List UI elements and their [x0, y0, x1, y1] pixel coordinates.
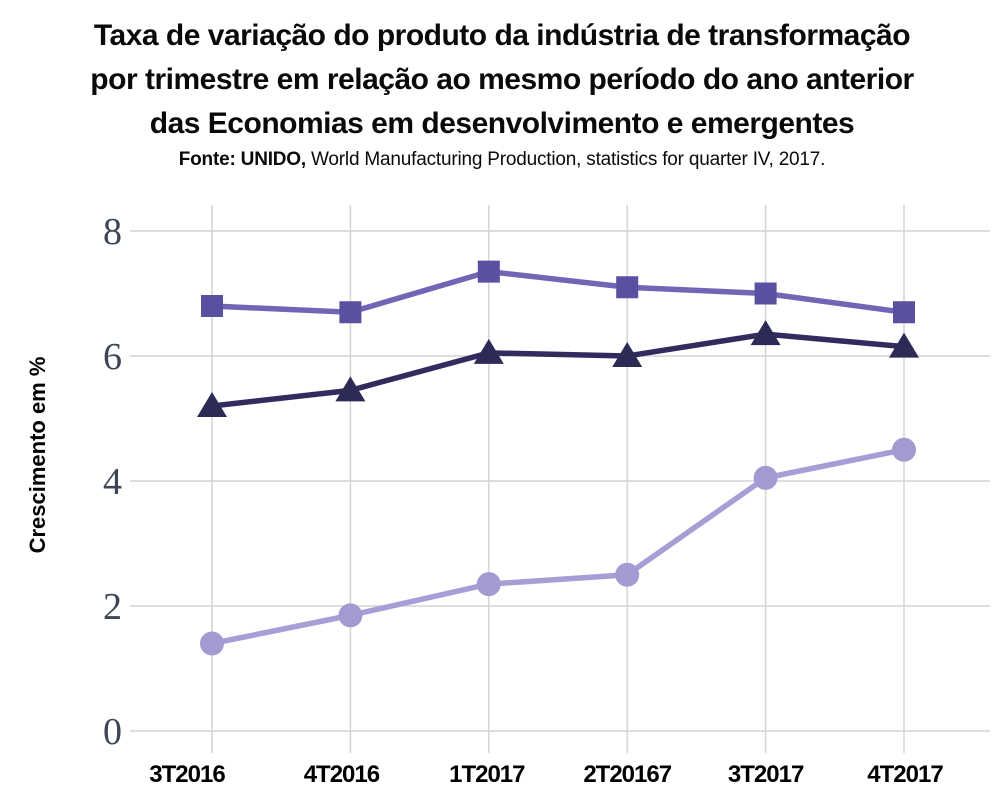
- y-tick-label: 6: [103, 336, 122, 378]
- source-note: Fonte: UNIDO, World Manufacturing Produc…: [0, 149, 1004, 171]
- triangles-series-marker: [335, 376, 366, 402]
- x-tick-label: 3T2017: [728, 761, 804, 788]
- triangles-series-marker: [197, 392, 227, 417]
- x-tick-label: 1T2017: [449, 761, 525, 788]
- x-tick-label: 3T2016: [149, 761, 225, 788]
- y-tick-label: 8: [103, 211, 122, 253]
- circles-series-line: [209, 447, 907, 647]
- triangles-series-marker: [612, 342, 643, 367]
- squares-series-marker: [477, 260, 500, 283]
- circles-series-marker: [476, 572, 501, 597]
- x-tick-label: 2T20167: [583, 761, 671, 788]
- source-label: Fonte: UNIDO,: [178, 149, 306, 170]
- circles-series-marker: [892, 437, 916, 462]
- squares-series-marker: [201, 295, 223, 317]
- squares-series-line: [209, 268, 907, 316]
- source-text: World Manufacturing Production, statisti…: [305, 149, 826, 170]
- squares-series-marker: [339, 301, 362, 324]
- squares-series-marker: [754, 282, 777, 305]
- chart-title-line3: das Economias em desenvolvimento e emerg…: [149, 107, 855, 140]
- x-tick-label: 4T2017: [867, 761, 943, 788]
- circles-series-marker: [615, 562, 640, 587]
- triangles-series-marker: [473, 338, 504, 364]
- chart-title-line1: Taxa de variação do produto da indústria…: [93, 19, 911, 52]
- y-tick-label: 4: [103, 461, 122, 503]
- chart-title-line2: por trimestre em relação ao mesmo períod…: [90, 63, 914, 96]
- triangles-series-marker: [750, 320, 781, 346]
- circles-series-marker: [338, 603, 363, 628]
- triangles-series-line: [209, 331, 907, 409]
- chart-title: Taxa de variação do produto da indústria…: [0, 0, 1004, 146]
- y-tick-label: 2: [103, 586, 122, 628]
- triangles-series-marker: [889, 332, 919, 358]
- squares-series-marker: [893, 301, 915, 324]
- x-tick-label: 4T2016: [304, 761, 380, 788]
- circles-series-marker: [753, 465, 778, 490]
- circles-series-marker: [200, 631, 224, 656]
- y-tick-label: 0: [103, 711, 122, 753]
- squares-series-marker: [616, 276, 639, 299]
